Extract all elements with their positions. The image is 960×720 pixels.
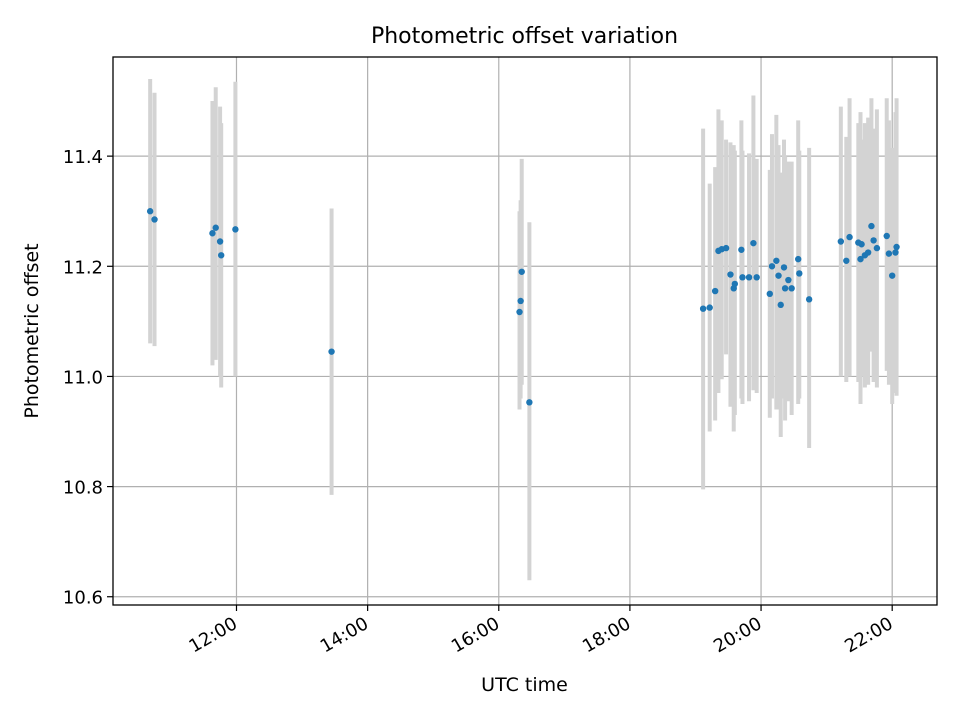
data-point [745, 274, 753, 281]
data-point [526, 399, 533, 406]
data-point [893, 243, 900, 251]
y-axis-ticks: 10.6 10.8 11.0 11.2 11.4 [63, 147, 113, 609]
data-point [885, 250, 893, 257]
data-point [711, 287, 719, 295]
data-point [212, 224, 219, 231]
data-point [864, 249, 872, 256]
data-point [151, 216, 158, 223]
data-point [858, 241, 865, 248]
data-point [727, 271, 734, 278]
data-point [731, 280, 739, 288]
data-point [773, 257, 780, 264]
data-point [706, 304, 713, 311]
data-point [750, 239, 757, 247]
data-point [517, 297, 524, 305]
data-point [795, 255, 802, 263]
data-point [888, 272, 896, 279]
y-tick-label: 11.4 [63, 147, 103, 168]
data-point [775, 272, 782, 279]
y-tick-label: 10.6 [63, 588, 103, 609]
data-point [766, 290, 773, 298]
data-point [777, 301, 784, 309]
data-point [216, 238, 224, 245]
y-tick-label: 11.2 [63, 257, 103, 278]
data-point [805, 296, 813, 303]
data-point [699, 305, 707, 312]
data-point [843, 257, 850, 264]
data-point [788, 285, 795, 292]
data-point [857, 255, 864, 263]
data-points [146, 208, 900, 406]
data-point [753, 274, 760, 281]
data-point [146, 208, 154, 215]
data-point [837, 238, 845, 245]
data-point [870, 237, 877, 244]
data-point [738, 246, 745, 253]
data-point [768, 263, 776, 270]
chart-title: Photometric offset variation [371, 24, 678, 49]
plot-area-frame [112, 56, 938, 606]
data-point [873, 244, 881, 252]
data-point [217, 252, 225, 259]
data-point [722, 244, 730, 252]
y-tick-label: 11.0 [63, 367, 103, 388]
data-point [785, 276, 792, 284]
data-point [781, 285, 789, 292]
data-point [739, 274, 746, 281]
data-point [796, 270, 803, 277]
data-point [328, 348, 335, 355]
data-point [518, 268, 525, 275]
data-point [780, 264, 788, 271]
data-point [232, 226, 239, 233]
data-point [516, 308, 523, 316]
y-axis-label: Photometric offset [21, 243, 43, 418]
x-axis-label: UTC time [481, 674, 568, 696]
data-point [868, 222, 875, 230]
data-point [883, 232, 890, 240]
data-point [846, 233, 853, 241]
y-tick-label: 10.8 [63, 478, 103, 499]
data-point [892, 249, 899, 256]
data-point [209, 230, 216, 237]
